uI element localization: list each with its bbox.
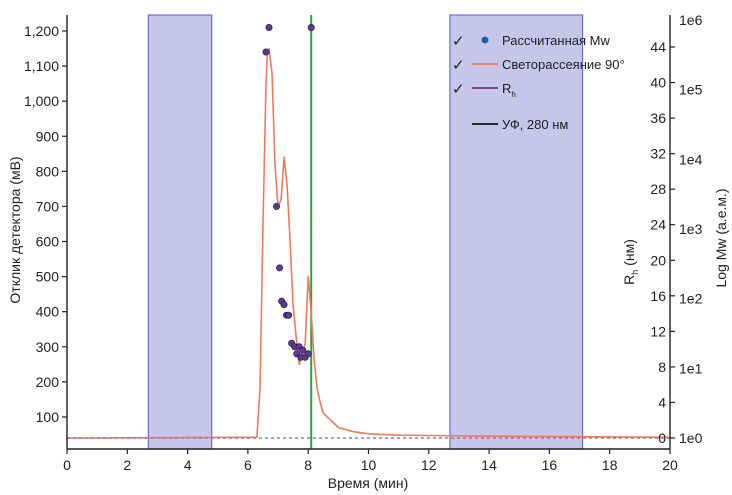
legend-entry-ls[interactable]: ✓ Светорассеяние 90° bbox=[452, 57, 625, 74]
y-mw-tick-label: 1e1 bbox=[679, 360, 703, 376]
y-rh-tick-label: 8 bbox=[658, 359, 666, 375]
legend-entry-rh[interactable]: ✓ Rh bbox=[452, 81, 516, 99]
y-left-tick-label: 400 bbox=[36, 304, 60, 320]
legend: ✓ Рассчитанная Mw ✓ Светорассеяние 90° ✓… bbox=[452, 33, 625, 132]
tick-labels: 0 2 4 6 8 10 12 14 16 18 2010020030040050060070080… bbox=[24, 12, 703, 473]
y-left-tick-label: 1,200 bbox=[24, 23, 59, 39]
y-rh-tick-label: 44 bbox=[650, 39, 666, 55]
legend-check-icon[interactable]: ✓ bbox=[452, 57, 465, 74]
legend-check-icon[interactable]: ✓ bbox=[452, 81, 465, 98]
x-tick-label: 8 bbox=[304, 457, 312, 473]
y-mw-tick-label: 1e3 bbox=[679, 221, 703, 237]
y-rh-tick-label: 20 bbox=[650, 252, 666, 268]
x-tick-label: 2 bbox=[123, 457, 131, 473]
y-left-tick-label: 200 bbox=[36, 374, 60, 390]
mw-point bbox=[265, 23, 273, 31]
y-rh-tick-label: 28 bbox=[650, 181, 666, 197]
y-rh-tick-label: 36 bbox=[650, 110, 666, 126]
y-mw-axis-title: Log Mw (а.е.м.) bbox=[713, 188, 729, 287]
y-left-tick-label: 1,000 bbox=[24, 93, 59, 109]
y-rh-axis-title-rest: (нм) bbox=[621, 239, 637, 270]
y-left-tick-label: 1,100 bbox=[24, 58, 59, 74]
y-rh-tick-label: 4 bbox=[658, 394, 666, 410]
y-left-tick-label: 800 bbox=[36, 163, 60, 179]
mw-point bbox=[285, 311, 293, 319]
y-rh-tick-label: 24 bbox=[650, 217, 666, 233]
y-mw-tick-label: 1e2 bbox=[679, 291, 703, 307]
mw-point bbox=[276, 264, 284, 272]
y-left-axis-title: Отклик детектора (мВ) bbox=[7, 156, 23, 303]
mw-point bbox=[280, 301, 288, 309]
legend-label-uv: УФ, 280 нм bbox=[502, 117, 568, 132]
x-tick-label: 0 bbox=[63, 457, 71, 473]
y-left-tick-label: 700 bbox=[36, 198, 60, 214]
y-left-tick-label: 100 bbox=[36, 409, 60, 425]
y-rh-axis-title-sub: h bbox=[630, 270, 640, 275]
legend-label-rh-main: R bbox=[502, 81, 511, 96]
x-tick-label: 12 bbox=[421, 457, 437, 473]
y-rh-tick-label: 32 bbox=[650, 146, 666, 162]
y-mw-tick-label: 1e6 bbox=[679, 12, 703, 28]
mw-point bbox=[273, 202, 281, 210]
series-layer bbox=[66, 23, 671, 439]
y-rh-tick-label: 40 bbox=[650, 75, 666, 91]
shaded-region-0 bbox=[147, 14, 213, 450]
mw-point bbox=[304, 350, 312, 358]
x-tick-label: 6 bbox=[244, 457, 252, 473]
x-tick-label: 16 bbox=[542, 457, 558, 473]
x-axis-title: Время (мин) bbox=[328, 475, 409, 491]
y-mw-tick-label: 1e0 bbox=[679, 430, 703, 446]
legend-entry-mw[interactable]: ✓ Рассчитанная Mw bbox=[452, 33, 610, 50]
mw-point bbox=[262, 48, 270, 56]
legend-label-mw: Рассчитанная Mw bbox=[502, 33, 610, 48]
legend-label-ls: Светорассеяние 90° bbox=[502, 57, 625, 72]
y-rh-tick-label: 12 bbox=[650, 323, 666, 339]
legend-label-rh-sub: h bbox=[511, 90, 515, 99]
x-tick-label: 20 bbox=[662, 457, 678, 473]
x-tick-label: 18 bbox=[602, 457, 618, 473]
y-left-tick-label: 300 bbox=[36, 339, 60, 355]
shaded-regions bbox=[147, 14, 584, 450]
y-left-tick-label: 500 bbox=[36, 269, 60, 285]
legend-dot-mw bbox=[481, 36, 489, 44]
x-tick-label: 10 bbox=[361, 457, 377, 473]
legend-entry-uv[interactable]: УФ, 280 нм bbox=[472, 117, 568, 132]
y-rh-axis-title: Rh (нм) bbox=[621, 239, 640, 285]
x-tick-label: 14 bbox=[481, 457, 497, 473]
x-tick-label: 4 bbox=[184, 457, 192, 473]
y-rh-tick-label: 0 bbox=[658, 430, 666, 446]
y-mw-tick-label: 1e5 bbox=[679, 82, 703, 98]
y-mw-tick-label: 1e4 bbox=[679, 151, 703, 167]
y-left-tick-label: 900 bbox=[36, 128, 60, 144]
y-rh-axis-title-main: R bbox=[621, 275, 637, 285]
mw-point bbox=[299, 346, 307, 354]
shaded-region-1 bbox=[449, 14, 584, 450]
mw-point bbox=[307, 23, 315, 31]
legend-label-rh: Rh bbox=[502, 81, 516, 99]
y-rh-tick-label: 16 bbox=[650, 288, 666, 304]
legend-check-icon[interactable]: ✓ bbox=[452, 33, 465, 50]
y-left-tick-label: 600 bbox=[36, 234, 60, 250]
